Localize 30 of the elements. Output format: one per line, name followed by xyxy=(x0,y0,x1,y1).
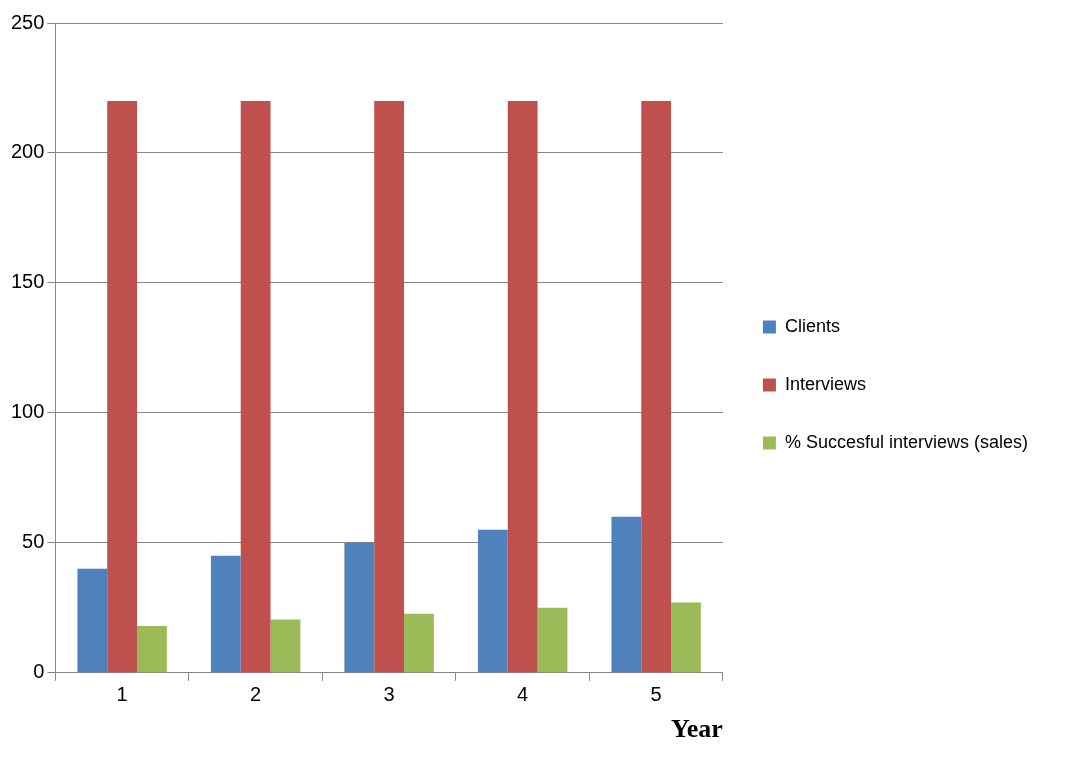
bar xyxy=(210,555,241,673)
x-axis-title: Year xyxy=(670,714,723,744)
x-tick-label: 3 xyxy=(383,683,395,706)
bar xyxy=(404,613,434,673)
bar xyxy=(671,602,701,673)
x-tick-label: 4 xyxy=(517,683,529,706)
y-tick-label: 0 xyxy=(33,660,45,683)
y-tick-label: 200 xyxy=(10,140,45,163)
x-tick-label: 1 xyxy=(116,683,128,706)
bar xyxy=(507,100,538,673)
legend-label: % Succesful interviews (sales) xyxy=(784,431,1029,452)
y-tick-label: 150 xyxy=(10,270,45,293)
bar xyxy=(137,626,167,673)
legend-label: Interviews xyxy=(784,373,866,394)
bar xyxy=(107,100,138,673)
y-tick-label: 250 xyxy=(10,10,45,33)
bar xyxy=(344,542,375,673)
bar xyxy=(270,619,301,673)
bar xyxy=(374,100,405,673)
bar xyxy=(477,529,508,673)
bar xyxy=(77,568,108,673)
y-tick-label: 50 xyxy=(22,530,45,553)
bar xyxy=(240,100,271,673)
y-tick-label: 100 xyxy=(10,400,45,423)
x-tick-label: 2 xyxy=(250,683,262,706)
bar xyxy=(641,100,672,673)
x-tick-label: 5 xyxy=(650,683,662,706)
bar xyxy=(611,516,642,673)
bar xyxy=(537,607,568,673)
legend-label: Clients xyxy=(784,315,840,336)
